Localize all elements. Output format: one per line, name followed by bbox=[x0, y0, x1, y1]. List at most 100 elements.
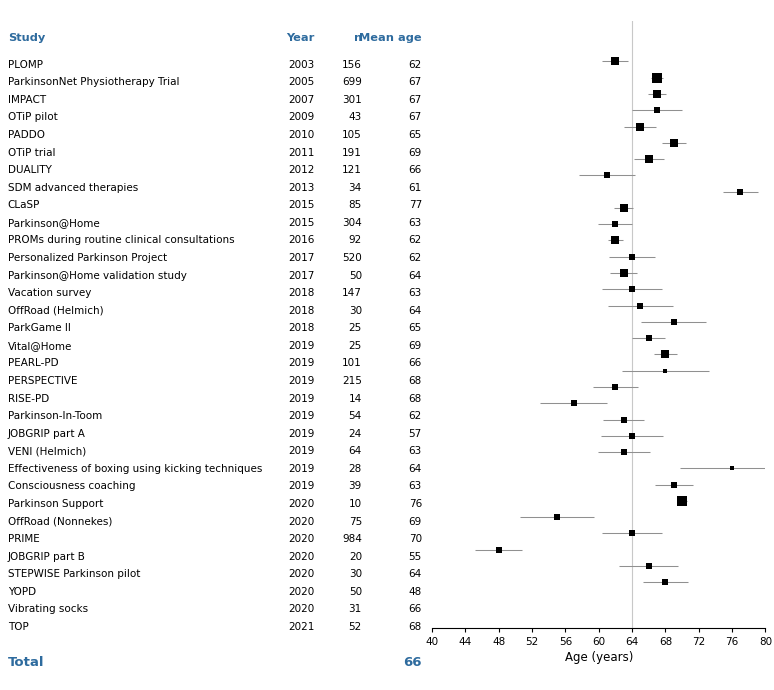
Text: 2016: 2016 bbox=[289, 235, 315, 246]
Text: PEARL-PD: PEARL-PD bbox=[8, 358, 58, 368]
Text: 64: 64 bbox=[409, 306, 422, 315]
Text: 304: 304 bbox=[342, 218, 362, 228]
Text: 2018: 2018 bbox=[289, 306, 315, 315]
Text: TOP: TOP bbox=[8, 622, 29, 632]
Text: 39: 39 bbox=[348, 482, 362, 491]
Text: 2012: 2012 bbox=[289, 165, 315, 175]
Text: Parkinson@Home validation study: Parkinson@Home validation study bbox=[8, 270, 187, 281]
Text: Parkinson Support: Parkinson Support bbox=[8, 499, 103, 509]
Text: 75: 75 bbox=[348, 517, 362, 526]
Text: Parkinson-In-Toom: Parkinson-In-Toom bbox=[8, 411, 102, 421]
Text: 101: 101 bbox=[342, 358, 362, 368]
Text: 63: 63 bbox=[409, 218, 422, 228]
Text: 191: 191 bbox=[342, 148, 362, 157]
Text: OffRoad (Helmich): OffRoad (Helmich) bbox=[8, 306, 104, 315]
Text: 14: 14 bbox=[348, 393, 362, 404]
Text: 57: 57 bbox=[409, 428, 422, 439]
Text: 2017: 2017 bbox=[289, 253, 315, 263]
Text: 52: 52 bbox=[348, 622, 362, 632]
Text: VENI (Helmich): VENI (Helmich) bbox=[8, 446, 86, 456]
Text: 48: 48 bbox=[409, 587, 422, 597]
Text: 2015: 2015 bbox=[289, 200, 315, 210]
Text: PLOMP: PLOMP bbox=[8, 59, 43, 70]
Text: 69: 69 bbox=[409, 517, 422, 526]
Text: RISE-PD: RISE-PD bbox=[8, 393, 49, 404]
Text: 2020: 2020 bbox=[289, 534, 315, 544]
Text: 105: 105 bbox=[342, 130, 362, 140]
Text: PERSPECTIVE: PERSPECTIVE bbox=[8, 376, 77, 386]
Text: 25: 25 bbox=[348, 341, 362, 351]
Text: PADDO: PADDO bbox=[8, 130, 45, 140]
Text: 68: 68 bbox=[409, 376, 422, 386]
Text: Year: Year bbox=[286, 33, 315, 43]
Text: 2018: 2018 bbox=[289, 288, 315, 298]
Text: 2021: 2021 bbox=[289, 622, 315, 632]
Text: 2020: 2020 bbox=[289, 517, 315, 526]
Text: 2003: 2003 bbox=[289, 59, 315, 70]
Text: Personalized Parkinson Project: Personalized Parkinson Project bbox=[8, 253, 167, 263]
Text: 67: 67 bbox=[409, 77, 422, 87]
Text: 61: 61 bbox=[409, 183, 422, 193]
Text: 64: 64 bbox=[409, 464, 422, 474]
Text: IMPACT: IMPACT bbox=[8, 95, 46, 105]
Text: 2010: 2010 bbox=[289, 130, 315, 140]
Text: Effectiveness of boxing using kicking techniques: Effectiveness of boxing using kicking te… bbox=[8, 464, 262, 474]
Text: 66: 66 bbox=[409, 604, 422, 614]
Text: 2009: 2009 bbox=[289, 112, 315, 122]
Text: 2020: 2020 bbox=[289, 604, 315, 614]
Text: Total: Total bbox=[8, 656, 44, 669]
Text: 2019: 2019 bbox=[289, 341, 315, 351]
Text: 69: 69 bbox=[409, 148, 422, 157]
Text: Vital@Home: Vital@Home bbox=[8, 341, 72, 351]
Text: ParkGame II: ParkGame II bbox=[8, 323, 70, 333]
Text: Parkinson@Home: Parkinson@Home bbox=[8, 218, 100, 228]
Text: 63: 63 bbox=[409, 446, 422, 456]
Text: n: n bbox=[354, 33, 362, 43]
Text: 2015: 2015 bbox=[289, 218, 315, 228]
Text: 984: 984 bbox=[342, 534, 362, 544]
Text: JOBGRIP part A: JOBGRIP part A bbox=[8, 428, 86, 439]
Text: ParkinsonNet Physiotherapy Trial: ParkinsonNet Physiotherapy Trial bbox=[8, 77, 180, 87]
Text: 64: 64 bbox=[409, 270, 422, 281]
Text: 2019: 2019 bbox=[289, 358, 315, 368]
Text: OffRoad (Nonnekes): OffRoad (Nonnekes) bbox=[8, 517, 112, 526]
Text: 2019: 2019 bbox=[289, 446, 315, 456]
Text: 2019: 2019 bbox=[289, 428, 315, 439]
Text: Vacation survey: Vacation survey bbox=[8, 288, 91, 298]
Text: PROMs during routine clinical consultations: PROMs during routine clinical consultati… bbox=[8, 235, 235, 246]
Text: 66: 66 bbox=[403, 656, 422, 669]
Text: 215: 215 bbox=[342, 376, 362, 386]
Text: 121: 121 bbox=[342, 165, 362, 175]
Text: 70: 70 bbox=[409, 534, 422, 544]
Text: 62: 62 bbox=[409, 411, 422, 421]
Text: 2019: 2019 bbox=[289, 464, 315, 474]
Text: 85: 85 bbox=[348, 200, 362, 210]
Text: 2018: 2018 bbox=[289, 323, 315, 333]
Text: 92: 92 bbox=[348, 235, 362, 246]
Text: 62: 62 bbox=[409, 253, 422, 263]
Text: 55: 55 bbox=[409, 552, 422, 562]
Text: 2007: 2007 bbox=[289, 95, 315, 105]
Text: 2019: 2019 bbox=[289, 393, 315, 404]
Text: YOPD: YOPD bbox=[8, 587, 36, 597]
Text: 2013: 2013 bbox=[289, 183, 315, 193]
Text: 28: 28 bbox=[348, 464, 362, 474]
Text: STEPWISE Parkinson pilot: STEPWISE Parkinson pilot bbox=[8, 569, 140, 580]
Text: 520: 520 bbox=[342, 253, 362, 263]
Text: 20: 20 bbox=[349, 552, 362, 562]
Text: 69: 69 bbox=[409, 341, 422, 351]
Text: 2017: 2017 bbox=[289, 270, 315, 281]
Text: 2005: 2005 bbox=[289, 77, 315, 87]
Text: JOBGRIP part B: JOBGRIP part B bbox=[8, 552, 86, 562]
Text: 31: 31 bbox=[348, 604, 362, 614]
Text: 2020: 2020 bbox=[289, 499, 315, 509]
Text: 77: 77 bbox=[409, 200, 422, 210]
Text: 30: 30 bbox=[349, 306, 362, 315]
Text: DUALITY: DUALITY bbox=[8, 165, 52, 175]
Text: 62: 62 bbox=[409, 235, 422, 246]
Text: Consciousness coaching: Consciousness coaching bbox=[8, 482, 135, 491]
Text: 67: 67 bbox=[409, 95, 422, 105]
Text: Study: Study bbox=[8, 33, 45, 43]
Text: 54: 54 bbox=[348, 411, 362, 421]
Text: PRIME: PRIME bbox=[8, 534, 39, 544]
